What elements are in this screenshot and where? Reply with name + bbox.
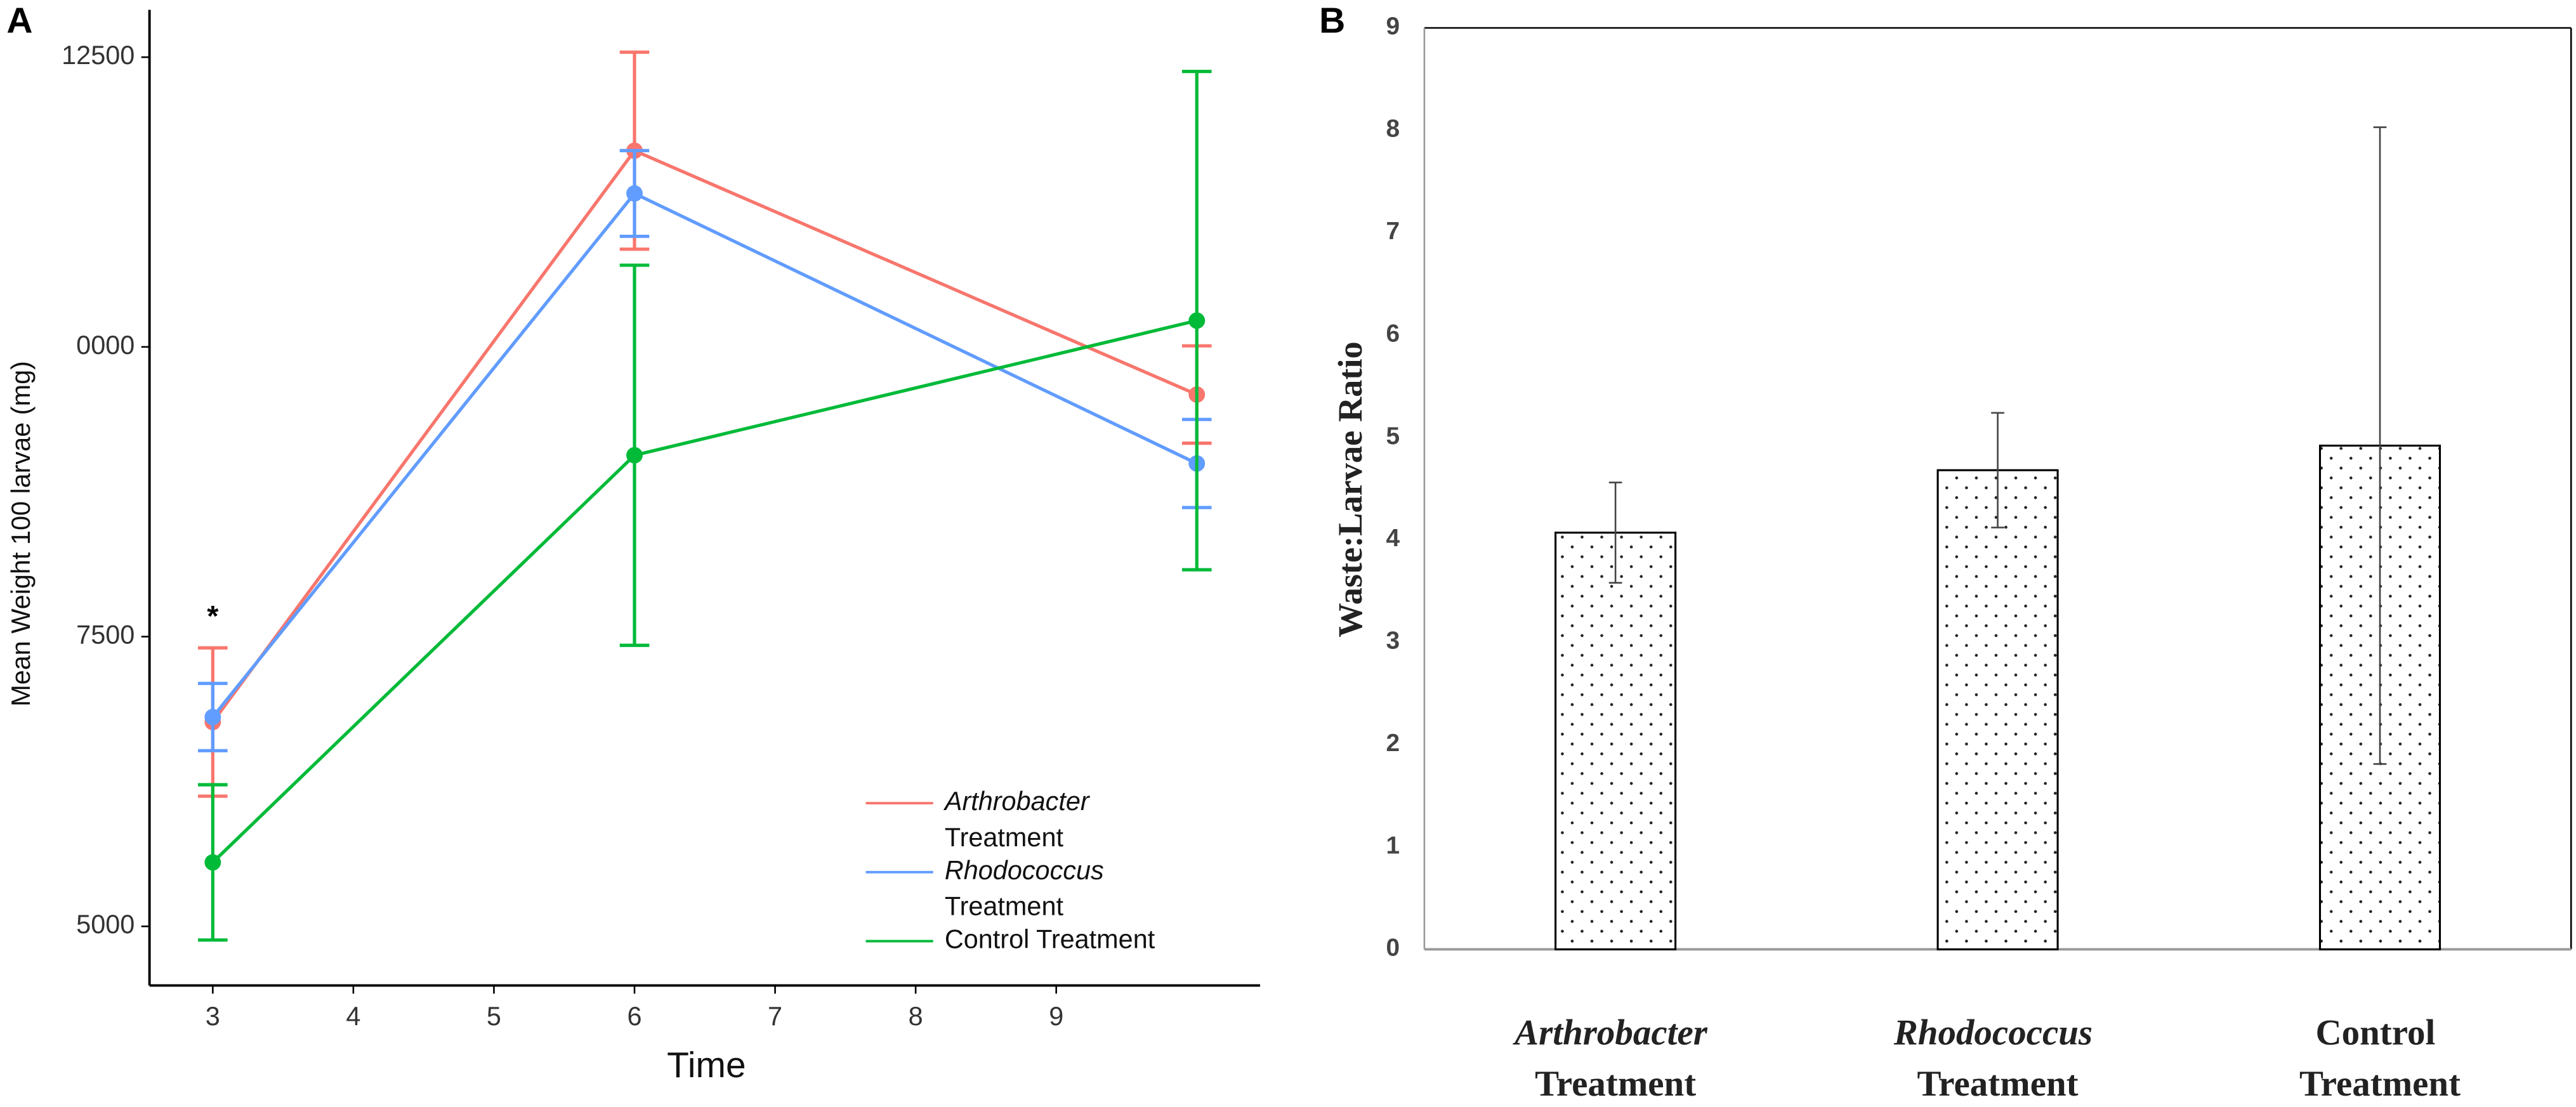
y-tick-label: 2 (1386, 730, 1400, 757)
panel-label: A (6, 0, 32, 41)
x-tick-label: 4 (346, 1002, 360, 1031)
y-tick-label: 12500 (62, 41, 135, 70)
series-line (211, 191, 1198, 718)
y-tick-label: 8 (1386, 115, 1400, 143)
y-tick-label: 1 (1386, 832, 1400, 859)
y-tick-label: 7500 (76, 620, 135, 649)
y-tick-label: 7 (1386, 218, 1400, 245)
x-tick-label: 8 (909, 1002, 923, 1031)
point (626, 447, 643, 464)
x-tick-label: 3 (206, 1002, 220, 1031)
legend-label: Rhodococcus Treatment (945, 856, 1111, 921)
x-tick-label: 9 (1049, 1002, 1063, 1031)
legend-label: Arthrobacter Treatment (943, 787, 1096, 852)
annotation: * (207, 599, 219, 632)
y-tick-label: 4 (1386, 525, 1400, 552)
y-tick-label: 6 (1386, 320, 1400, 347)
panel-label: B (1319, 0, 1345, 41)
point (204, 709, 221, 726)
x-tick-label: 7 (768, 1002, 782, 1031)
series-line (211, 318, 1197, 864)
point (1188, 312, 1206, 329)
y-tick-label: 0 (1386, 934, 1400, 962)
legend-label: Control Treatment (945, 924, 1155, 953)
x-tick-label: 5 (487, 1002, 501, 1031)
x-tick-label: Arthrobacter Treatment (1513, 1013, 1716, 1104)
y-tick-label: 5000 (76, 910, 135, 939)
x-tick-label: Rhodococcus Treatment (1893, 1013, 2102, 1104)
y-tick-label: 0000 (76, 331, 135, 360)
x-axis-title: Time (667, 1045, 746, 1085)
y-axis-title: Waste:Larvae Ratio (1331, 341, 1369, 637)
series-line (211, 148, 1198, 723)
y-axis-title: Mean Weight 100 larvae (mg) (6, 361, 36, 707)
y-tick-label: 9 (1386, 13, 1400, 40)
x-tick-label: 6 (628, 1002, 642, 1031)
bar (1936, 469, 2059, 951)
y-tick-label: 3 (1386, 627, 1400, 655)
x-tick-label: Control Treatment (2299, 1013, 2461, 1104)
y-tick-label: 5 (1386, 422, 1400, 450)
point (204, 854, 221, 871)
bar (1554, 532, 1677, 951)
point (626, 185, 643, 202)
